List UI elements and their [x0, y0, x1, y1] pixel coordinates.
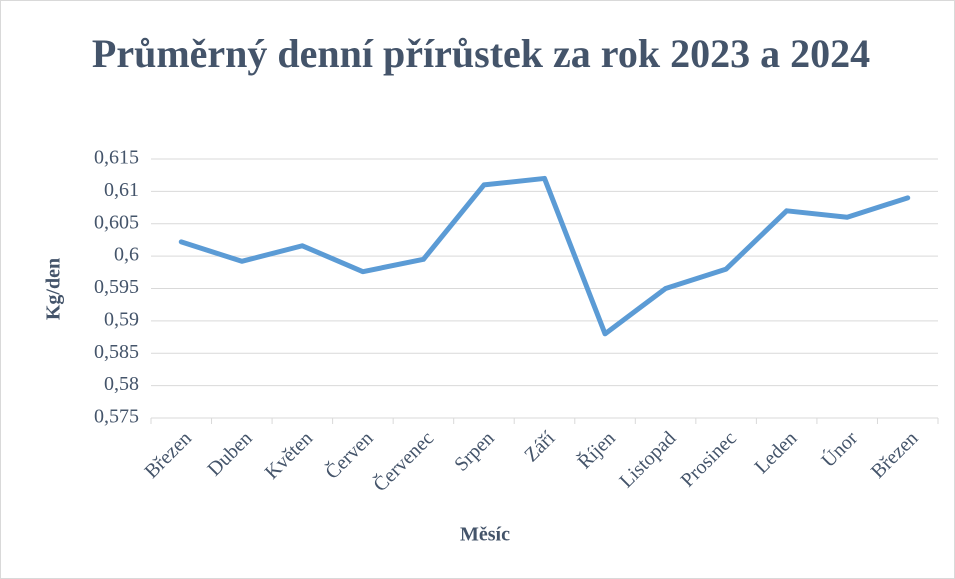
x-tick-label: Listopad: [615, 427, 680, 492]
x-tick-label: Březen: [140, 427, 196, 483]
y-tick-label: 0,59: [104, 308, 139, 330]
y-tick-label: 0,6: [114, 244, 139, 266]
y-tick-label: 0,595: [94, 276, 139, 298]
x-tick-label: Březen: [867, 427, 923, 483]
y-tick-label: 0,615: [94, 147, 139, 169]
y-tick-label: 0,58: [104, 373, 139, 395]
y-tick-label: 0,61: [104, 179, 139, 201]
x-tick-label: Červenec: [368, 426, 438, 496]
chart-title: Průměrný denní přírůstek za rok 2023 a 2…: [91, 31, 871, 76]
y-axis-title: Kg/den: [43, 258, 65, 320]
y-tick-label: 0,575: [94, 406, 139, 428]
data-line: [178, 175, 911, 337]
x-tick-label: Únor: [816, 426, 862, 472]
x-tick-label: Červen: [320, 426, 378, 484]
x-tick-label: Květen: [261, 427, 317, 483]
x-tick-label: Říjen: [573, 427, 620, 474]
x-tick-label: Září: [520, 427, 559, 466]
x-tick-label: Prosinec: [677, 427, 741, 491]
x-tick-label: Srpen: [450, 427, 499, 476]
y-tick-label: 0,585: [94, 341, 139, 363]
x-axis-title: Měsíc: [460, 524, 510, 546]
y-tick-label: 0,605: [94, 211, 139, 233]
x-tick-label: Leden: [751, 427, 802, 478]
x-tick-label: Duben: [203, 427, 256, 480]
